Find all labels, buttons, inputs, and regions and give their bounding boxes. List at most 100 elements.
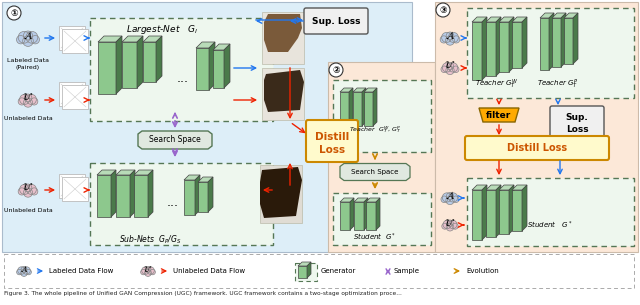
Circle shape: [440, 36, 447, 43]
Polygon shape: [130, 170, 135, 217]
Circle shape: [446, 196, 454, 205]
Circle shape: [31, 98, 38, 105]
Circle shape: [441, 66, 447, 73]
Circle shape: [141, 267, 149, 274]
Text: Distill Loss: Distill Loss: [507, 143, 567, 153]
Circle shape: [18, 31, 30, 43]
Polygon shape: [196, 48, 209, 90]
Polygon shape: [496, 185, 501, 237]
Polygon shape: [260, 167, 302, 218]
Circle shape: [150, 269, 156, 275]
Text: Labeled Data Flow: Labeled Data Flow: [49, 268, 113, 274]
Text: ②: ②: [332, 66, 340, 75]
Polygon shape: [353, 88, 366, 92]
Text: ③: ③: [439, 6, 447, 15]
Text: Distill: Distill: [315, 132, 349, 142]
Circle shape: [442, 193, 452, 202]
Polygon shape: [137, 36, 143, 88]
Polygon shape: [116, 36, 122, 94]
Text: Generator: Generator: [321, 268, 356, 274]
Polygon shape: [479, 108, 519, 122]
Text: $\mathcal{U}$: $\mathcal{U}$: [444, 217, 456, 228]
Polygon shape: [564, 18, 573, 64]
Polygon shape: [213, 44, 230, 50]
Polygon shape: [364, 88, 377, 92]
Polygon shape: [143, 42, 156, 82]
Text: Student   $G^*$: Student $G^*$: [527, 219, 573, 231]
Polygon shape: [116, 175, 130, 217]
Text: Teacher $G_T^W$: Teacher $G_T^W$: [476, 77, 518, 91]
Text: $\mathcal{U}$: $\mathcal{U}$: [22, 92, 34, 102]
Bar: [2, 2, 412, 252]
Polygon shape: [354, 198, 368, 202]
Text: Evolution: Evolution: [466, 268, 499, 274]
Circle shape: [26, 31, 38, 43]
Circle shape: [446, 66, 454, 75]
Polygon shape: [366, 202, 376, 230]
Circle shape: [447, 192, 454, 199]
Polygon shape: [122, 36, 143, 42]
Circle shape: [147, 267, 154, 274]
Bar: [262, 12, 304, 64]
Bar: [435, 2, 638, 252]
Bar: [467, 8, 634, 98]
FancyBboxPatch shape: [550, 106, 604, 138]
Text: $\mathcal{U}$: $\mathcal{U}$: [22, 181, 34, 192]
Circle shape: [31, 188, 38, 195]
Polygon shape: [156, 36, 162, 82]
Polygon shape: [195, 175, 200, 215]
Polygon shape: [376, 198, 380, 230]
Polygon shape: [116, 170, 135, 175]
Polygon shape: [512, 190, 522, 231]
Circle shape: [145, 267, 151, 272]
Polygon shape: [486, 22, 496, 76]
FancyBboxPatch shape: [465, 136, 609, 160]
Text: $\mathcal{A}$: $\mathcal{A}$: [445, 29, 455, 41]
Circle shape: [449, 63, 458, 72]
Circle shape: [448, 32, 458, 42]
Polygon shape: [499, 17, 514, 22]
Polygon shape: [138, 131, 212, 149]
Polygon shape: [540, 13, 554, 18]
Circle shape: [24, 31, 33, 40]
Text: Search Space: Search Space: [149, 135, 201, 145]
Polygon shape: [196, 42, 215, 48]
Circle shape: [22, 36, 33, 46]
Polygon shape: [340, 202, 350, 230]
Bar: [62, 85, 88, 109]
Polygon shape: [354, 202, 364, 230]
Text: $\mathcal{A}$: $\mathcal{A}$: [445, 189, 455, 201]
Text: ①: ①: [10, 9, 18, 18]
Circle shape: [20, 184, 29, 195]
Text: Sample: Sample: [393, 268, 419, 274]
Circle shape: [26, 269, 31, 275]
Polygon shape: [552, 18, 561, 67]
Polygon shape: [340, 198, 354, 202]
Text: Loss: Loss: [566, 124, 588, 134]
Circle shape: [31, 35, 40, 44]
Text: (Paired): (Paired): [16, 64, 40, 70]
Polygon shape: [512, 185, 527, 190]
FancyBboxPatch shape: [304, 8, 368, 34]
Polygon shape: [472, 190, 482, 240]
Circle shape: [24, 94, 32, 102]
Circle shape: [446, 223, 454, 231]
Polygon shape: [549, 13, 554, 70]
Circle shape: [24, 188, 33, 197]
Bar: [59, 26, 85, 50]
Bar: [62, 177, 88, 201]
Text: Figure 3. The whole pipeline of Unified GAN Compression (UGC) framework. UGC fra: Figure 3. The whole pipeline of Unified …: [4, 292, 402, 296]
Polygon shape: [208, 177, 213, 212]
Bar: [467, 178, 634, 246]
Text: Unlabeled Data: Unlabeled Data: [4, 207, 52, 213]
Circle shape: [442, 32, 452, 42]
Polygon shape: [98, 36, 122, 42]
Text: Sub-Nets  $G_P$/$G_S$: Sub-Nets $G_P$/$G_S$: [118, 234, 181, 246]
Polygon shape: [364, 198, 368, 230]
Polygon shape: [111, 170, 116, 217]
Polygon shape: [486, 185, 501, 190]
Polygon shape: [148, 170, 153, 217]
Polygon shape: [143, 36, 162, 42]
Text: Sup.: Sup.: [566, 113, 588, 123]
Circle shape: [21, 267, 27, 272]
